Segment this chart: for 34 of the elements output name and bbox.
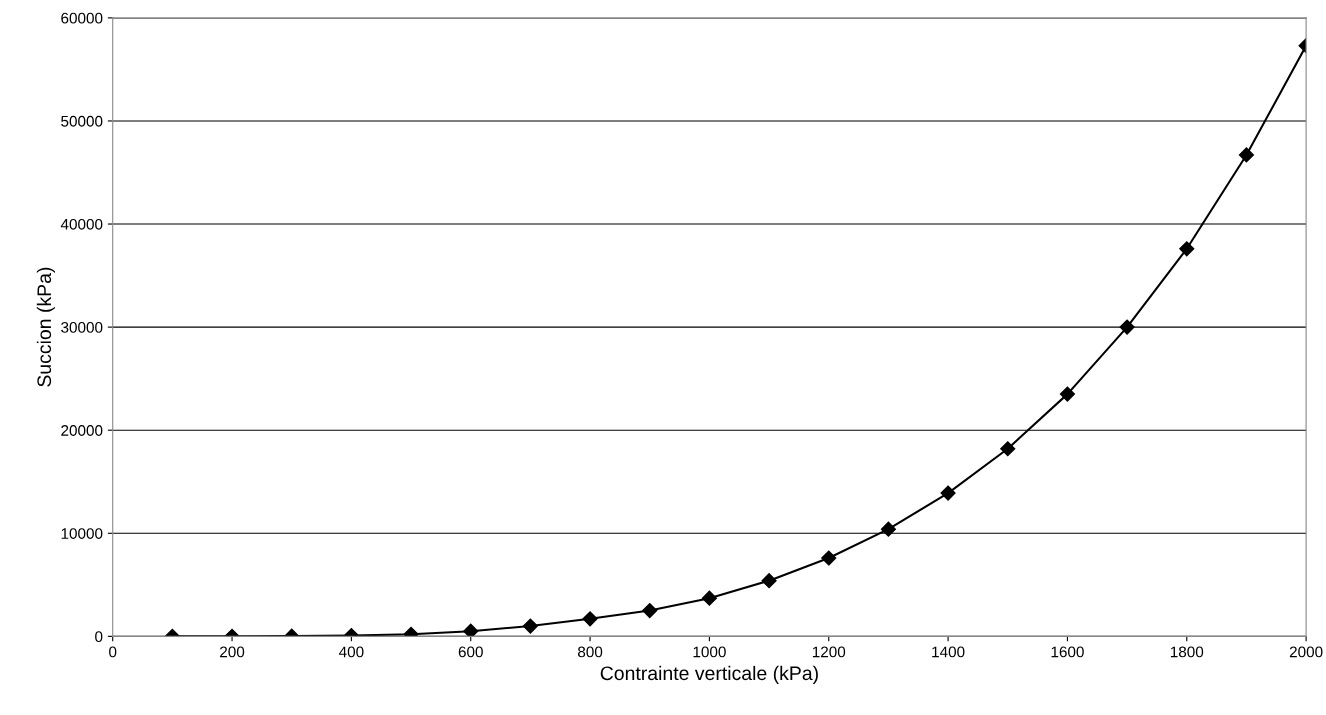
point (1238, 147, 1255, 163)
y-tick-label: 60000 (61, 12, 103, 24)
x-tick-label: 1800 (1170, 646, 1204, 658)
x-tick-label: 1200 (812, 646, 846, 658)
y-tick-label: 50000 (61, 115, 103, 127)
point (1179, 241, 1195, 257)
x-tick-label: 2000 (1289, 646, 1323, 658)
point (761, 573, 777, 589)
point (821, 550, 837, 566)
y-tick-label: 10000 (61, 528, 103, 539)
x-tick-label: 600 (458, 646, 483, 658)
x-axis-title: Contrainte verticale (kPa) (600, 665, 818, 684)
x-tick-label: 1400 (932, 646, 965, 658)
x-tick-label: 200 (220, 646, 245, 658)
x-tick-label: 800 (577, 646, 603, 658)
point (880, 521, 896, 537)
point (701, 590, 717, 606)
point (522, 618, 538, 634)
y-tick-label: 0 (95, 631, 103, 643)
x-tick-label: 400 (339, 646, 364, 658)
point (582, 611, 598, 627)
point (940, 485, 956, 501)
y-tick-label: 40000 (60, 218, 103, 230)
point (1000, 441, 1016, 457)
y-tick-label: 30000 (61, 321, 103, 333)
y-axis-title: Succion (kPa) (36, 267, 55, 387)
point (1059, 386, 1076, 402)
x-tick-label: 1600 (1051, 646, 1084, 658)
x-tick-label: 1000 (693, 646, 726, 658)
point (463, 623, 479, 637)
y-tick-label: 20000 (61, 425, 103, 436)
x-tick-label: 0 (109, 646, 117, 658)
point (642, 603, 658, 619)
point (1119, 319, 1135, 335)
